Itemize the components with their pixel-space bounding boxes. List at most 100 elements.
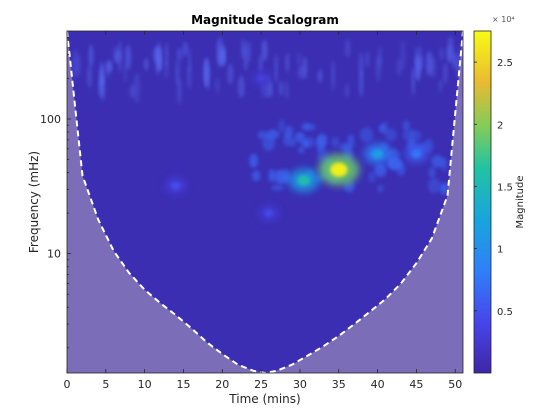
- texture-mark: [411, 67, 415, 96]
- feature-core: [330, 162, 348, 177]
- texture-mark: [271, 184, 284, 191]
- colorbar-ticks: 0.5 1 1.5 2 2.5: [474, 58, 513, 318]
- texture-mark: [317, 69, 323, 83]
- texture-mark: [163, 60, 169, 79]
- texture-mark: [153, 46, 160, 63]
- texture-mark: [368, 171, 376, 183]
- colorbar-tick-label: 1: [497, 245, 503, 256]
- plot-area: [67, 31, 463, 373]
- texture-mark: [285, 52, 289, 73]
- colorbar-tick-label: 2: [497, 120, 503, 131]
- texture-mark: [301, 122, 311, 131]
- x-axis-label: Time (mins): [228, 392, 300, 406]
- x-tick-label: 40: [371, 378, 385, 391]
- texture-mark: [438, 79, 443, 93]
- colorbar-tick-label: 2.5: [497, 58, 513, 69]
- texture-mark: [76, 54, 81, 77]
- texture-mark: [400, 40, 406, 71]
- texture-mark: [304, 136, 315, 148]
- texture-mark: [440, 182, 447, 195]
- texture-mark: [452, 52, 457, 69]
- texture-mark: [215, 77, 220, 95]
- texture-mark: [251, 170, 261, 182]
- x-tick-label: 45: [409, 378, 423, 391]
- x-tick-label: 5: [102, 378, 109, 391]
- cone-of-influence-line: [67, 31, 463, 373]
- x-tick-label: 20: [215, 378, 229, 391]
- texture-mark: [331, 136, 340, 148]
- texture-mark: [144, 57, 149, 71]
- texture-mark: [278, 80, 284, 96]
- heatmap-features: [165, 71, 428, 221]
- texture-mark: [274, 53, 278, 84]
- plot-frame: [66, 30, 464, 374]
- texture-mark: [129, 84, 135, 99]
- texture-mark: [243, 40, 248, 72]
- texture-mark: [217, 40, 221, 69]
- x-tick-label: 15: [176, 378, 190, 391]
- feature-core: [297, 175, 311, 186]
- texture-mark: [88, 44, 94, 68]
- y-tick-label: 100: [40, 113, 61, 126]
- texture-mark: [299, 139, 307, 146]
- texture-mark: [87, 65, 92, 88]
- texture-mark: [268, 168, 275, 183]
- texture-mark: [289, 137, 297, 147]
- texture-mark: [227, 63, 234, 85]
- colorbar-tick-label: 0.5: [497, 307, 513, 318]
- texture-mark: [302, 56, 308, 80]
- texture-mark: [402, 120, 410, 131]
- x-tick-label: 30: [293, 378, 307, 391]
- chart-title: Magnitude Scalogram: [191, 13, 339, 27]
- texture-mark: [284, 80, 289, 100]
- cone-of-influence-shading: [67, 31, 463, 373]
- texture-mark: [331, 59, 335, 92]
- texture-mark: [297, 65, 304, 80]
- texture-mark: [257, 130, 268, 140]
- texture-mark: [104, 60, 111, 75]
- texture-mark: [117, 41, 123, 73]
- texture-mark: [439, 47, 444, 61]
- texture-mark: [428, 167, 436, 178]
- heatmap-texture: [67, 35, 463, 195]
- texture-mark: [125, 44, 132, 70]
- texture-mark: [284, 125, 294, 139]
- texture-mark: [385, 128, 397, 142]
- texture-mark: [177, 78, 182, 105]
- texture-mark: [442, 62, 448, 85]
- texture-mark: [431, 155, 445, 168]
- x-tick-label: 25: [254, 378, 268, 391]
- texture-mark: [446, 45, 453, 63]
- texture-mark: [176, 47, 183, 62]
- texture-mark: [298, 146, 305, 154]
- colorbar-label: Magnitude: [515, 176, 526, 229]
- texture-mark: [375, 54, 382, 83]
- feature-core: [171, 182, 180, 190]
- texture-mark: [377, 184, 384, 193]
- colorbar-exponent: × 10⁴: [492, 15, 515, 24]
- texture-mark: [237, 75, 245, 99]
- x-tick-label: 35: [332, 378, 346, 391]
- texture-mark: [402, 128, 416, 142]
- texture-mark: [345, 83, 350, 98]
- texture-mark: [261, 39, 268, 62]
- x-tick-label: 50: [448, 378, 462, 391]
- texture-mark: [374, 163, 387, 177]
- texture-mark: [427, 177, 441, 194]
- texture-mark: [164, 42, 169, 67]
- y-axis-label: Frequency (mHz): [27, 151, 41, 253]
- texture-mark: [396, 58, 402, 77]
- texture-mark: [265, 129, 280, 140]
- x-tick-label: 0: [64, 378, 71, 391]
- feature-core: [411, 149, 422, 158]
- texture-mark: [249, 153, 258, 168]
- texture-mark: [387, 158, 402, 170]
- texture-mark: [175, 59, 180, 86]
- y-tick-label: 10: [47, 248, 61, 261]
- texture-mark: [202, 58, 210, 87]
- texture-mark: [99, 61, 105, 87]
- texture-mark: [441, 157, 448, 172]
- texture-mark: [268, 81, 274, 97]
- texture-mark: [429, 57, 437, 78]
